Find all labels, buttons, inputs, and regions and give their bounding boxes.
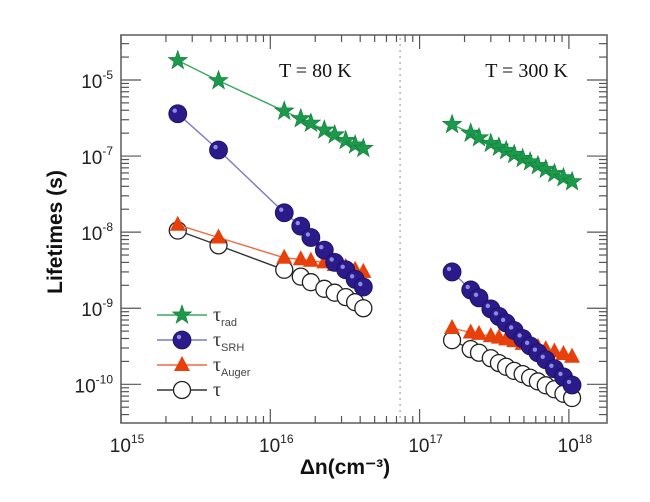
data-point-rad <box>290 107 312 128</box>
data-point-rad <box>561 170 583 191</box>
x-tick-label: 1018 <box>558 432 593 457</box>
data-point-rad <box>468 126 490 147</box>
legend-label-rad: τrad <box>213 304 237 329</box>
data-point-srh <box>562 375 582 395</box>
data-point-srh-highlight <box>213 144 218 150</box>
data-point-srh-highlight <box>295 220 300 226</box>
data-point-rad <box>273 100 295 120</box>
data-point-srh-highlight <box>493 311 499 316</box>
data-point-srh-highlight <box>500 317 506 323</box>
legend-marker-rad <box>171 304 193 324</box>
data-point-srh-highlight <box>172 108 177 113</box>
data-point-rad <box>324 123 346 144</box>
data-point-srh-highlight <box>446 266 452 272</box>
data-point-srh <box>209 140 228 160</box>
data-point-rad <box>544 162 565 183</box>
data-point-rad <box>208 69 229 90</box>
data-point-rad <box>300 112 322 133</box>
legend-marker-tau <box>172 380 192 400</box>
data-point-rad <box>167 49 189 70</box>
temperature-annotation: T = 300 K <box>485 60 568 82</box>
data-point-auger <box>471 324 488 340</box>
legend-label-tau: τ <box>213 379 221 401</box>
y-tick-label: 10-5 <box>81 68 113 93</box>
plot-marks: T = 80 K T = 300 K <box>167 38 583 420</box>
data-point-rad <box>503 143 525 164</box>
data-point-rad <box>535 158 557 179</box>
y-axis-label: Lifetimes (s) <box>44 170 67 294</box>
data-point-rad <box>313 119 335 139</box>
data-point-auger <box>276 248 293 264</box>
data-point-srh-highlight <box>358 281 363 287</box>
data-point-srh-highlight <box>517 333 522 338</box>
legend-label-auger: τAuger <box>213 354 251 379</box>
data-point-srh-highlight <box>329 257 334 262</box>
data-point-rad <box>335 129 357 150</box>
plot-frame <box>120 34 608 424</box>
data-point-rad <box>553 166 574 187</box>
data-point-srh-highlight <box>473 292 479 298</box>
data-point-srh-highlight <box>465 284 470 290</box>
data-point-srh-highlight <box>340 264 345 269</box>
data-point-srh <box>442 262 462 282</box>
data-point-srh-highlight <box>566 379 572 385</box>
data-point-srh-highlight <box>319 244 324 250</box>
x-tick-label: 1017 <box>408 432 443 457</box>
data-point-srh-highlight <box>549 363 554 368</box>
data-point-auger <box>444 318 461 334</box>
data-point-srh-highlight <box>558 371 563 377</box>
data-point-rad <box>441 113 463 134</box>
data-point-srh-highlight <box>540 354 545 359</box>
legend-marker-srh-highlight <box>176 334 182 340</box>
x-axis-label: Δn(cm⁻³) <box>300 456 390 479</box>
y-tick-label: 10-8 <box>81 220 113 245</box>
data-point-auger <box>169 215 186 231</box>
y-tick-label: 10-7 <box>81 144 113 169</box>
data-point-rad <box>460 122 482 142</box>
x-tick-label: 1016 <box>259 432 294 457</box>
data-point-auger <box>292 250 309 266</box>
data-point-auger <box>564 347 581 363</box>
data-point-auger <box>210 228 227 244</box>
data-point-srh <box>353 277 373 297</box>
legend-marker-srh <box>172 330 192 350</box>
data-point-srh-highlight <box>485 303 491 309</box>
data-point-tau <box>354 299 373 318</box>
legend-marker-auger <box>174 356 190 371</box>
data-point-rad <box>352 137 374 158</box>
data-point-srh-highlight <box>532 347 538 352</box>
y-tick-label: 10-9 <box>81 296 113 321</box>
data-point-auger <box>555 345 572 361</box>
y-tick-label: 10-10 <box>75 372 114 397</box>
axis-ticks: 1015 1016 1017 1018 10-5 10-7 10-8 10-9 10-10 <box>75 35 607 457</box>
data-point-srh <box>301 228 321 247</box>
temperature-annotation: T = 80 K <box>279 60 352 82</box>
data-point-srh-highlight <box>305 232 311 237</box>
data-point-srh-highlight <box>349 274 355 279</box>
data-point-tau <box>275 260 294 279</box>
legend-label-srh: τSRH <box>213 329 244 354</box>
data-point-srh-highlight <box>508 325 514 330</box>
data-point-tau <box>442 331 462 350</box>
data-point-srh-highlight <box>524 340 530 346</box>
data-point-auger <box>302 251 319 267</box>
data-point-srh <box>168 104 188 124</box>
data-point-srh <box>274 203 294 223</box>
data-point-srh-highlight <box>279 207 284 212</box>
x-tick-label: 1015 <box>110 432 145 457</box>
